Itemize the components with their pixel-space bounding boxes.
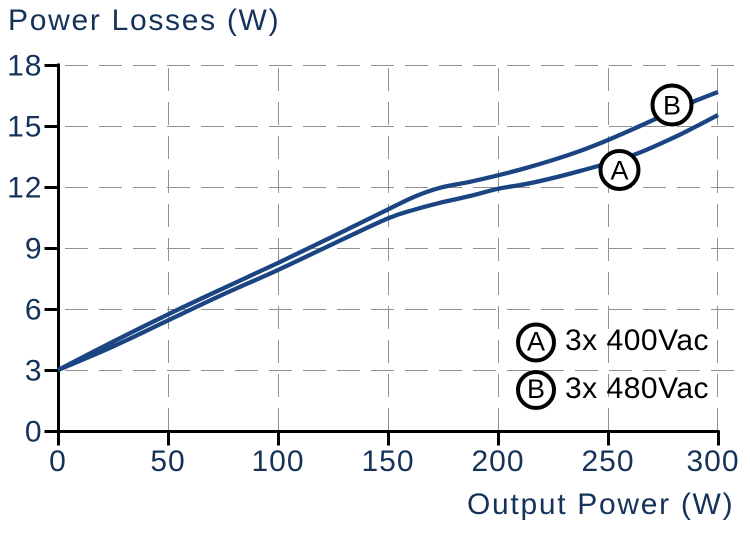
svg-text:300: 300 [686, 445, 739, 478]
svg-text:9: 9 [25, 233, 43, 266]
svg-text:A: A [610, 156, 628, 186]
svg-text:B: B [527, 374, 545, 404]
svg-text:100: 100 [251, 445, 304, 478]
svg-text:15: 15 [7, 111, 42, 144]
svg-text:3x 480Vac: 3x 480Vac [565, 372, 709, 405]
svg-text:50: 50 [150, 445, 185, 478]
svg-text:A: A [527, 327, 545, 357]
svg-text:0: 0 [25, 416, 43, 449]
svg-text:Output Power (W): Output Power (W) [467, 488, 734, 521]
svg-text:200: 200 [471, 445, 524, 478]
svg-text:6: 6 [25, 294, 43, 327]
svg-text:250: 250 [581, 445, 634, 478]
svg-text:18: 18 [7, 50, 42, 83]
svg-text:0: 0 [49, 445, 67, 478]
svg-text:3: 3 [25, 355, 43, 388]
svg-text:3x 400Vac: 3x 400Vac [565, 324, 709, 357]
svg-text:Power Losses (W): Power Losses (W) [8, 4, 280, 37]
svg-text:B: B [663, 91, 681, 121]
svg-text:12: 12 [7, 172, 42, 205]
svg-text:150: 150 [361, 445, 414, 478]
